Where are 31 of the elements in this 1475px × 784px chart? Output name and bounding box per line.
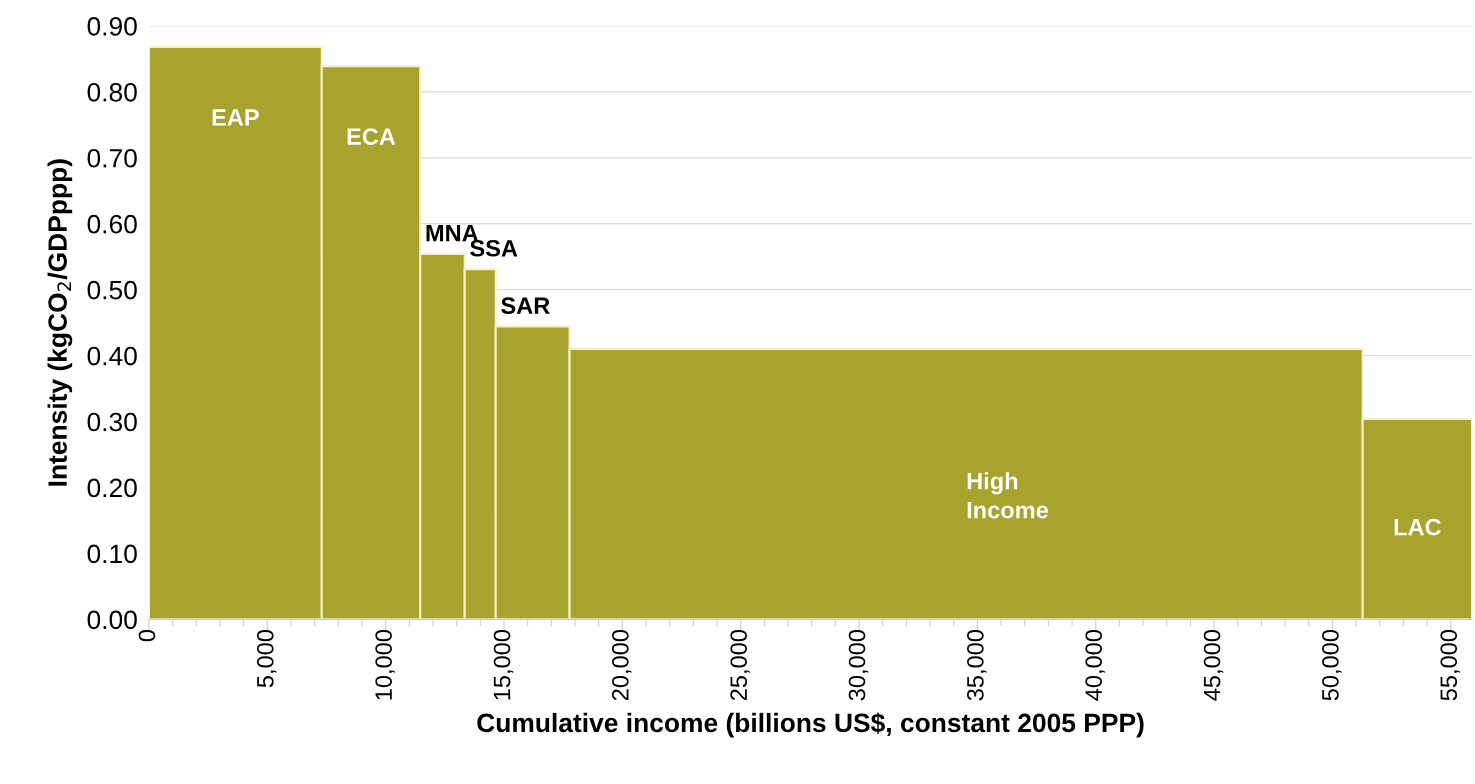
x-tick-label: 0 bbox=[138, 630, 156, 642]
x-tick-label: 15,000 bbox=[493, 630, 514, 700]
x-tick-label: 20,000 bbox=[611, 630, 632, 701]
y-tick-label: 0.10 bbox=[87, 544, 137, 564]
y-tick-label: 0.00 bbox=[87, 610, 137, 630]
annotation: SAR bbox=[501, 297, 550, 314]
x-tick-label: 25,000 bbox=[730, 630, 750, 701]
y-tick-label: 0.40 bbox=[87, 346, 137, 366]
annotation: LAC bbox=[1394, 518, 1441, 536]
y-tick-label: 0.20 bbox=[87, 478, 137, 498]
x-tick-label: 55,000 bbox=[1440, 630, 1460, 701]
y-tick-label: 0.70 bbox=[87, 148, 137, 168]
x-tick-label: 30,000 bbox=[848, 630, 869, 701]
x-axis-title: Cumulative income (billions US$, constant 2005 PPP) bbox=[477, 712, 1144, 738]
y-axis-title: Intensity (kgCO$_{2}$/GDPppp) bbox=[47, 159, 73, 486]
y-tick-label: 0.80 bbox=[87, 82, 137, 102]
annotation: SSA bbox=[470, 239, 518, 257]
x-tick-label: 35,000 bbox=[966, 630, 987, 701]
annotation: MNA bbox=[426, 224, 479, 242]
y-tick-label: 0.90 bbox=[87, 17, 137, 36]
annotation: ECA bbox=[347, 128, 396, 145]
annotation: EAP bbox=[212, 109, 259, 126]
annotation: High Income bbox=[967, 472, 1048, 519]
y-tick-label: 0.30 bbox=[87, 412, 137, 432]
x-tick-label: 50,000 bbox=[1322, 630, 1342, 701]
x-tick-label: 10,000 bbox=[375, 630, 395, 700]
x-tick-label: 40,000 bbox=[1085, 630, 1105, 701]
x-tick-label: 45,000 bbox=[1203, 630, 1224, 701]
y-tick-label: 0.50 bbox=[87, 280, 137, 300]
x-tick-label: 5,000 bbox=[256, 630, 277, 688]
y-tick-label: 0.60 bbox=[87, 214, 137, 234]
